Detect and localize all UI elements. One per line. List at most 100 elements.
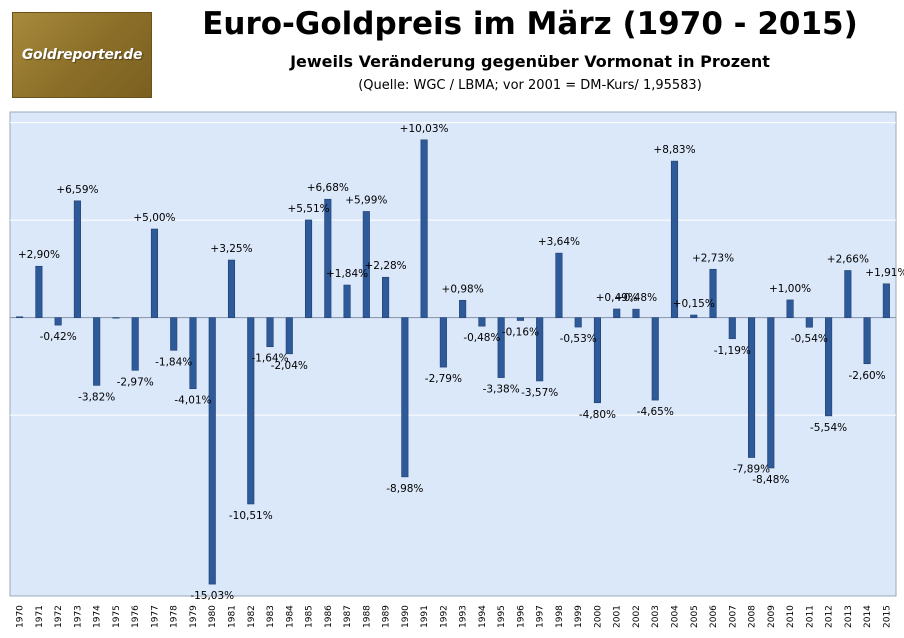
- data-label-1990: -8,98%: [386, 483, 423, 495]
- x-tick-label-1994: 1994: [478, 605, 488, 628]
- bar-1986: [324, 198, 332, 318]
- bar-2002: [632, 308, 640, 318]
- data-label-2002: +0,48%: [615, 292, 657, 304]
- x-tick-label-2002: 2002: [632, 605, 642, 628]
- data-label-1986: +6,68%: [307, 182, 349, 194]
- bar-1993: [459, 299, 467, 318]
- bar-1980: [208, 317, 216, 585]
- x-tick-label-1986: 1986: [324, 605, 334, 628]
- data-label-2012: -5,54%: [810, 422, 847, 434]
- data-label-1971: +2,90%: [18, 249, 60, 261]
- x-tick-label-1979: 1979: [189, 605, 199, 628]
- chart-source: (Quelle: WGC / LBMA; vor 2001 = DM-Kurs/…: [358, 78, 702, 93]
- data-label-1982: -10,51%: [229, 510, 273, 522]
- bar-2012: [825, 317, 833, 417]
- data-label-1992: -2,79%: [425, 373, 462, 385]
- bar-2015: [882, 283, 890, 318]
- data-label-1998: +3,64%: [538, 236, 580, 248]
- bar-1978: [170, 317, 178, 351]
- x-tick-label-1975: 1975: [112, 605, 122, 628]
- x-tick-label-1973: 1973: [73, 605, 83, 628]
- x-tick-label-2007: 2007: [728, 605, 738, 628]
- data-label-2013: +2,66%: [827, 253, 869, 265]
- goldreporter-logo: Goldreporter.de: [12, 12, 152, 98]
- x-tick-label-1971: 1971: [35, 605, 45, 628]
- data-label-1999: -0,53%: [560, 333, 597, 345]
- bar-1984: [285, 317, 293, 355]
- data-label-1991: +10,03%: [400, 123, 449, 135]
- bar-2003: [651, 317, 659, 401]
- x-tick-label-2000: 2000: [593, 605, 603, 628]
- bar-1994: [478, 317, 486, 327]
- data-label-2015: +1,91%: [865, 267, 904, 279]
- bar-1973: [73, 200, 81, 318]
- data-label-2014: -2,60%: [849, 370, 886, 382]
- bar-2013: [844, 270, 852, 318]
- data-label-1981: +3,25%: [210, 243, 252, 255]
- x-tick-label-2010: 2010: [786, 605, 796, 628]
- x-axis-ticks: 1970 1971 1972 1973 1974 1975 1976 1977 1978 1979…: [16, 605, 893, 628]
- bar-2001: [613, 308, 621, 318]
- data-label-1989: +2,28%: [365, 260, 407, 272]
- data-label-1976: -2,97%: [117, 376, 154, 388]
- x-tick-label-1982: 1982: [247, 605, 257, 628]
- bar-1981: [227, 259, 236, 318]
- bar-1995: [497, 317, 505, 378]
- x-tick-label-1977: 1977: [150, 605, 160, 628]
- bars-group: [16, 139, 890, 585]
- data-label-1997: -3,57%: [521, 387, 558, 399]
- bar-1975: [112, 317, 120, 319]
- bar-2004: [670, 160, 679, 318]
- data-label-1972: -0,42%: [40, 331, 77, 343]
- data-label-2007: -1,19%: [714, 345, 751, 357]
- x-tick-label-1988: 1988: [362, 605, 372, 628]
- plot-area: [9, 111, 897, 597]
- bar-1971: [35, 265, 43, 318]
- x-tick-label-1970: 1970: [16, 605, 26, 628]
- bar-1998: [555, 252, 563, 318]
- bar-2008: [747, 317, 756, 458]
- x-tick-label-2003: 2003: [651, 605, 661, 628]
- bar-2010: [786, 299, 794, 318]
- bar-1997: [536, 317, 544, 382]
- bar-1992: [439, 317, 447, 368]
- x-tick-label-1989: 1989: [382, 605, 392, 628]
- bar-1976: [131, 317, 139, 371]
- x-tick-label-1995: 1995: [497, 605, 507, 628]
- x-tick-label-1997: 1997: [536, 605, 546, 628]
- x-tick-label-1996: 1996: [516, 605, 526, 628]
- logo-text: Goldreporter.de: [21, 47, 143, 63]
- bar-1979: [189, 317, 197, 390]
- bar-1987: [343, 284, 351, 318]
- bar-2014: [863, 317, 871, 365]
- data-label-1977: +5,00%: [133, 212, 175, 224]
- data-label-1978: -1,84%: [155, 356, 192, 368]
- x-tick-label-2012: 2012: [825, 605, 835, 628]
- bar-1991: [420, 139, 428, 318]
- data-label-2004: +8,83%: [653, 144, 695, 156]
- bar-2000: [593, 317, 602, 404]
- x-tick-label-2005: 2005: [690, 605, 700, 628]
- bar-1972: [54, 317, 62, 326]
- data-label-2009: -8,48%: [752, 474, 789, 486]
- x-tick-label-2009: 2009: [767, 605, 777, 628]
- bar-1990: [401, 317, 409, 478]
- data-label-1987: +1,84%: [326, 268, 368, 280]
- data-label-1988: +5,99%: [345, 194, 387, 206]
- bar-2006: [709, 268, 717, 318]
- data-label-2001: +0,49%: [596, 292, 638, 304]
- x-tick-label-2004: 2004: [671, 605, 681, 628]
- data-label-2006: +2,73%: [692, 252, 734, 264]
- x-tick-label-2014: 2014: [863, 605, 873, 628]
- bar-1970: [16, 316, 24, 318]
- data-label-1985: +5,51%: [287, 203, 329, 215]
- data-label-1973: +6,59%: [56, 184, 98, 196]
- bar-1999: [574, 317, 582, 328]
- x-tick-label-1987: 1987: [343, 605, 353, 628]
- x-tick-label-1999: 1999: [574, 605, 584, 628]
- x-tick-label-2001: 2001: [613, 605, 623, 628]
- x-tick-label-1983: 1983: [266, 605, 276, 628]
- bar-2007: [728, 317, 736, 340]
- x-tick-label-1992: 1992: [439, 605, 449, 628]
